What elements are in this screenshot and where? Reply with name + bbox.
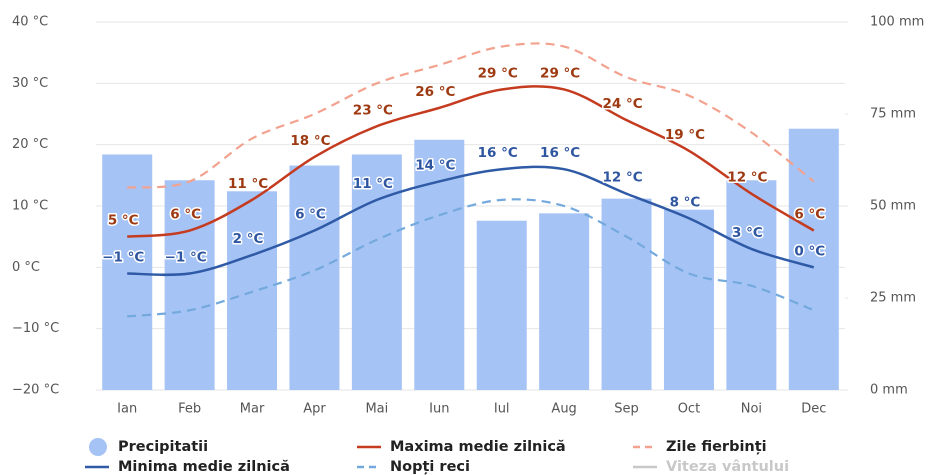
data-label: 19 °C: [665, 127, 705, 143]
bar: [476, 220, 527, 390]
data-label: 11 °C: [353, 176, 393, 192]
data-label: 24 °C: [602, 96, 642, 112]
legend-item[interactable]: Maxima medie zilnică: [357, 439, 566, 455]
data-label: 3 °C: [732, 225, 763, 241]
x-tick-label: Ian: [117, 402, 137, 417]
bar: [601, 198, 652, 390]
bar: [227, 191, 278, 390]
y2-tick-label: 0 mm: [870, 383, 908, 398]
legend-label: Minima medie zilnică: [118, 459, 290, 475]
x-tick-label: Mai: [365, 402, 388, 417]
legend-label: Nopți reci: [390, 459, 470, 475]
y-tick-label: 40 °C: [12, 15, 48, 30]
data-label: 16 °C: [540, 145, 580, 161]
x-tick-label: Apr: [303, 402, 326, 417]
data-label: −1 °C: [102, 249, 144, 265]
legend-item[interactable]: Zile fierbinți: [633, 439, 767, 455]
data-label: 26 °C: [415, 84, 455, 100]
data-label: 14 °C: [415, 157, 455, 173]
x-tick-label: Noi: [741, 402, 762, 417]
x-tick-label: Dec: [801, 402, 826, 417]
data-label: 2 °C: [233, 231, 264, 247]
data-label: 8 °C: [670, 194, 701, 210]
legend-label: Viteza vântului: [666, 459, 789, 475]
y-tick-label: 30 °C: [12, 76, 48, 91]
data-label: 18 °C: [290, 133, 330, 149]
legend-label: Maxima medie zilnică: [390, 439, 566, 455]
data-label: 12 °C: [727, 170, 767, 186]
data-label: 29 °C: [540, 65, 580, 81]
y-tick-label: 20 °C: [12, 137, 48, 152]
data-label: 16 °C: [478, 145, 518, 161]
line: [127, 165, 815, 277]
legend-swatch: [89, 438, 107, 456]
y-tick-label: −10 °C: [12, 321, 59, 336]
x-tick-label: Aug: [551, 402, 576, 417]
data-label: 29 °C: [478, 65, 518, 81]
legend-label: Zile fierbinți: [666, 439, 767, 455]
data-label: 11 °C: [228, 176, 268, 192]
data-label: 6 °C: [295, 207, 326, 223]
legend-item[interactable]: Viteza vântului: [633, 459, 789, 475]
legend-item[interactable]: Precipitatii: [89, 438, 208, 456]
x-tick-label: Feb: [178, 402, 201, 417]
data-label: 6 °C: [794, 207, 825, 223]
data-label: 23 °C: [353, 102, 393, 118]
bar: [164, 180, 215, 390]
y2-tick-label: 75 mm: [870, 107, 916, 122]
bar: [788, 128, 839, 390]
x-tick-label: Iun: [429, 402, 449, 417]
y-tick-label: 10 °C: [12, 199, 48, 214]
legend-item[interactable]: Minima medie zilnică: [85, 459, 290, 475]
bar: [539, 213, 590, 390]
x-tick-label: Oct: [678, 402, 700, 417]
y-tick-label: 0 °C: [12, 260, 40, 275]
bar: [289, 165, 340, 390]
data-label: 12 °C: [602, 170, 642, 186]
bar: [663, 209, 714, 390]
data-label: 5 °C: [108, 213, 139, 229]
y-tick-label: −20 °C: [12, 383, 59, 398]
line: [127, 198, 815, 318]
data-label: 6 °C: [170, 207, 201, 223]
legend-item[interactable]: Nopți reci: [357, 459, 470, 475]
data-label: −1 °C: [165, 249, 207, 265]
x-tick-label: Iul: [494, 402, 510, 417]
x-tick-label: Mar: [240, 402, 265, 417]
y2-tick-label: 100 mm: [870, 15, 924, 30]
y2-tick-label: 50 mm: [870, 199, 916, 214]
x-tick-label: Sep: [614, 402, 639, 417]
line: [127, 85, 815, 238]
data-label: 0 °C: [794, 243, 825, 259]
y2-tick-label: 25 mm: [870, 291, 916, 306]
legend-label: Precipitatii: [118, 439, 208, 455]
